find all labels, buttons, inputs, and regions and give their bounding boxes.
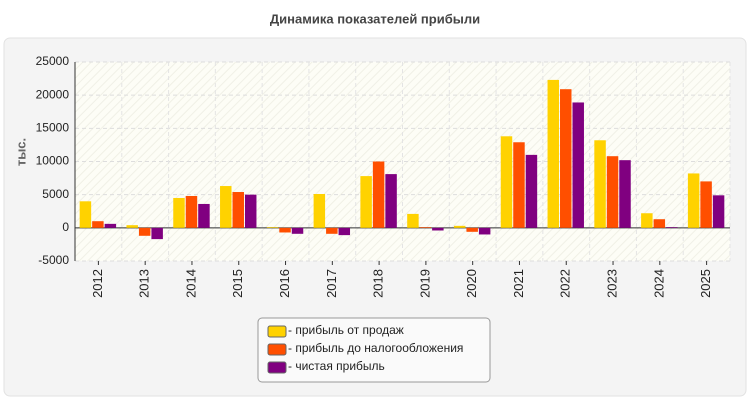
y-tick-label: 0 <box>62 220 69 234</box>
legend <box>257 317 491 383</box>
y-axis-label: тыс. <box>13 138 28 166</box>
bar <box>92 221 104 228</box>
x-tick-label: 2023 <box>604 269 619 298</box>
bar <box>572 102 584 228</box>
bar <box>712 195 725 228</box>
y-tick-label: 10000 <box>36 154 70 168</box>
x-tick-label: 2012 <box>90 269 105 298</box>
bar <box>560 89 572 228</box>
bar <box>687 173 700 228</box>
bar <box>407 213 419 228</box>
bar <box>525 154 538 228</box>
bar <box>619 160 631 228</box>
bar <box>266 227 279 228</box>
y-tick-label: 20000 <box>36 87 70 101</box>
bar <box>700 181 712 228</box>
bar <box>185 195 198 228</box>
y-tick-label: 15000 <box>36 121 70 135</box>
bar <box>666 227 678 228</box>
legend-label: - чистая прибыль <box>288 359 385 373</box>
bar <box>432 227 444 231</box>
bar <box>151 227 163 240</box>
bar <box>126 225 138 228</box>
legend-swatch <box>267 361 287 374</box>
bar <box>419 227 432 228</box>
bar <box>313 194 326 228</box>
bar <box>279 227 291 233</box>
bar <box>104 223 117 228</box>
bar <box>326 227 338 234</box>
x-tick-label: 2017 <box>324 269 339 298</box>
x-tick-label: 2015 <box>230 269 245 298</box>
x-tick-label: 2014 <box>183 269 198 298</box>
bar <box>466 227 478 232</box>
bar <box>338 227 351 236</box>
legend-label: - прибыль от продаж <box>288 323 404 337</box>
bar <box>594 140 606 228</box>
bar <box>291 227 304 234</box>
x-tick-label: 2018 <box>371 269 386 298</box>
bar <box>360 176 372 228</box>
y-tick-label: 5000 <box>42 187 69 201</box>
bar <box>606 156 619 228</box>
bar <box>198 203 210 228</box>
legend-swatch <box>267 343 287 356</box>
bar <box>478 227 491 235</box>
x-tick-label: 2021 <box>511 269 526 298</box>
bar <box>641 213 653 228</box>
bar <box>79 201 92 228</box>
bar <box>385 174 397 228</box>
bar <box>653 219 666 228</box>
legend-label: - прибыль до налогообложения <box>288 341 463 355</box>
x-tick-label: 2020 <box>464 269 479 298</box>
bar <box>138 227 151 236</box>
x-tick-label: 2024 <box>651 269 666 298</box>
bar <box>453 225 466 228</box>
y-tick-label: -5000 <box>38 253 69 267</box>
bar <box>513 142 525 228</box>
bar <box>220 186 232 228</box>
y-tick-label: 25000 <box>36 54 70 68</box>
bar <box>372 161 385 228</box>
bar <box>500 136 513 228</box>
x-tick-label: 2022 <box>558 269 573 298</box>
bar <box>232 192 244 228</box>
bar <box>547 79 560 228</box>
x-tick-label: 2025 <box>698 269 713 298</box>
x-tick-label: 2016 <box>277 269 292 298</box>
x-tick-label: 2013 <box>137 269 152 298</box>
legend-swatch <box>267 325 287 338</box>
x-tick-label: 2019 <box>417 269 432 298</box>
bar <box>244 194 257 228</box>
bar <box>173 197 185 228</box>
chart-title: Динамика показателей прибыли <box>270 11 480 26</box>
